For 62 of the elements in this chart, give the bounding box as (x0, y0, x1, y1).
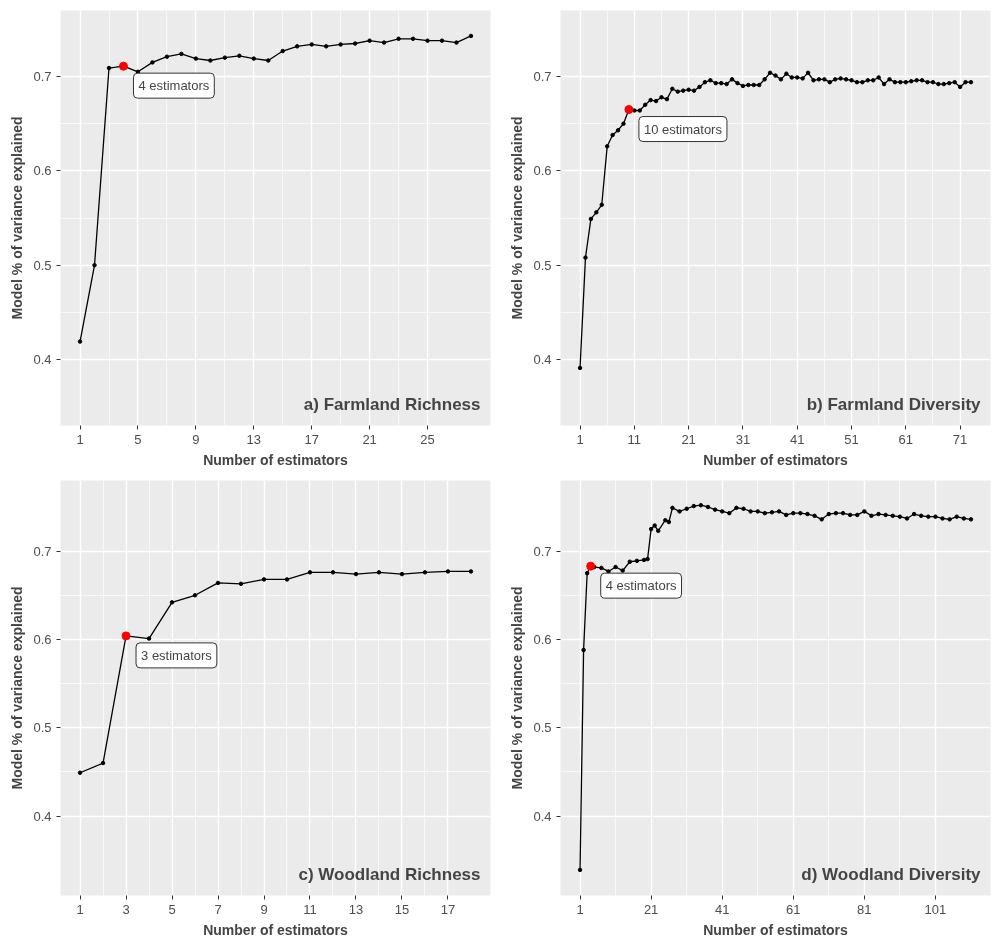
x-tick-label: 71 (952, 431, 968, 447)
x-tick-label: 21 (681, 431, 696, 447)
x-tick-label: 1 (576, 431, 584, 447)
y-tick-label: 0.6 (33, 631, 52, 647)
y-tick-label: 0.6 (533, 631, 552, 647)
x-tick-label: 5 (168, 901, 176, 917)
x-tick-label: 101 (924, 901, 947, 917)
x-tick-label: 7 (214, 901, 222, 917)
y-tick-label: 0.7 (533, 543, 552, 559)
y-tick-label: 0.7 (533, 69, 552, 85)
x-tick-label: 31 (735, 431, 751, 447)
x-tick-label: 3 (122, 901, 130, 917)
x-axis-title: Number of estimators (703, 451, 849, 468)
y-tick-label: 0.6 (33, 163, 52, 179)
text: c) Woodland Richness (298, 864, 481, 884)
y-tick-label: 0.5 (533, 720, 552, 736)
x-tick-label: 1 (76, 901, 84, 917)
text: d) Woodland Diversity (801, 864, 982, 884)
y-tick-label: 0.7 (33, 543, 52, 559)
x-tick-label: 51 (844, 431, 859, 447)
x-tick-label: 61 (898, 431, 914, 447)
x-tick-label: 41 (789, 431, 805, 447)
x-tick-label: 9 (260, 901, 268, 917)
x-tick-label: 15 (394, 901, 410, 917)
x-tick-label: 81 (857, 901, 872, 917)
x-axis-title: Number of estimators (203, 451, 349, 468)
annotation: 4 estimators (138, 78, 210, 94)
x-tick-label: 13 (246, 431, 262, 447)
x-tick-label: 21 (643, 901, 659, 917)
x-tick-label: 21 (362, 431, 377, 447)
x-tick-label: 11 (303, 901, 317, 917)
annotation: 10 estimators (643, 121, 723, 137)
y-tick-label: 0.5 (33, 720, 52, 736)
y-tick-label: 0.4 (533, 351, 552, 367)
annotation: 3 estimators (141, 647, 213, 663)
x-tick-label: 17 (304, 431, 319, 447)
y-axis-title: Model % of variance explained (509, 116, 526, 320)
x-tick-label: 13 (348, 901, 364, 917)
y-tick-label: 0.6 (533, 163, 552, 179)
y-tick-label: 0.4 (533, 808, 552, 824)
y-axis-title: Model % of variance explained (9, 116, 26, 320)
y-axis-title: Model % of variance explained (509, 586, 526, 790)
text: b) Farmland Diversity (806, 394, 982, 414)
x-tick-label: 5 (134, 431, 142, 447)
x-axis-title: Number of estimators (203, 921, 349, 938)
x-tick-label: 17 (440, 901, 456, 917)
x-tick-label: 1 (576, 901, 584, 917)
y-tick-label: 0.4 (33, 351, 52, 367)
x-tick-label: 1 (76, 431, 84, 447)
y-tick-label: 0.4 (33, 808, 52, 824)
x-tick-label: 41 (714, 901, 730, 917)
x-tick-label: 25 (420, 431, 435, 447)
y-tick-label: 0.5 (533, 257, 552, 273)
y-tick-label: 0.7 (33, 69, 52, 85)
text: a) Farmland Richness (303, 394, 481, 414)
x-tick-label: 9 (192, 431, 200, 447)
annotation: 4 estimators (605, 578, 678, 594)
x-tick-label: 61 (786, 901, 801, 917)
x-axis-title: Number of estimators (703, 921, 849, 938)
y-axis-title: Model % of variance explained (9, 586, 26, 790)
y-tick-label: 0.5 (33, 257, 52, 273)
x-tick-label: 11 (627, 431, 642, 447)
